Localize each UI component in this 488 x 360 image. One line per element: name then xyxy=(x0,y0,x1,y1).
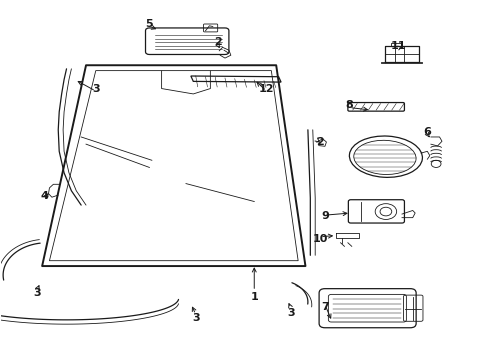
Text: 8: 8 xyxy=(345,100,352,110)
Text: 3: 3 xyxy=(191,313,199,323)
Text: 5: 5 xyxy=(145,19,153,29)
Text: 11: 11 xyxy=(389,41,405,50)
Text: 6: 6 xyxy=(423,127,430,136)
Text: 3: 3 xyxy=(92,84,100,94)
Text: 9: 9 xyxy=(320,211,328,221)
Text: 1: 1 xyxy=(250,292,258,302)
Text: 3: 3 xyxy=(33,288,41,298)
Text: 7: 7 xyxy=(321,302,328,312)
Text: 3: 3 xyxy=(286,308,294,318)
Text: 12: 12 xyxy=(258,84,274,94)
Text: 10: 10 xyxy=(312,234,327,244)
Text: 2: 2 xyxy=(213,37,221,47)
Text: 4: 4 xyxy=(41,191,48,201)
Text: 2: 2 xyxy=(316,138,323,147)
